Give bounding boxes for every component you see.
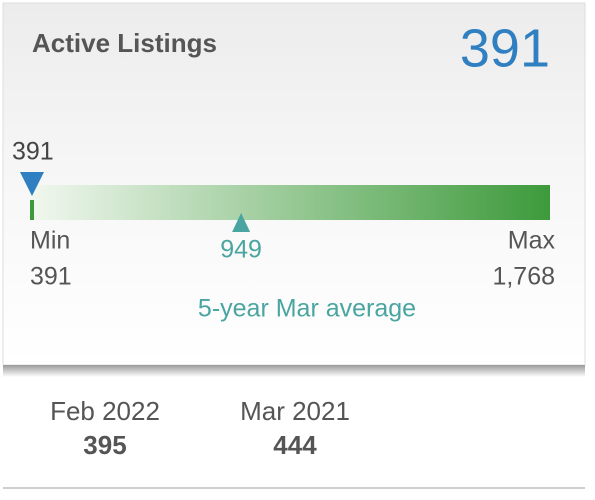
card <box>2 2 586 366</box>
max-label: Max <box>508 227 556 255</box>
card-value: 391 <box>460 18 550 78</box>
comparison-label: Feb 2022 <box>50 396 160 426</box>
current-marker <box>20 172 44 196</box>
card-shadow <box>3 365 585 377</box>
card-title: Active Listings <box>32 28 217 58</box>
average-marker <box>232 213 251 232</box>
min-label: Min <box>30 227 70 255</box>
current-label: 391 <box>12 138 54 166</box>
comparison-value: 444 <box>273 430 317 460</box>
comparison-value: 395 <box>83 430 126 460</box>
average-label: 949 <box>220 236 262 264</box>
average-caption: 5-year Mar average <box>198 295 416 323</box>
gauge-bar <box>30 185 550 220</box>
comparison-label: Mar 2021 <box>240 396 350 426</box>
gauge-min-tick <box>30 200 34 220</box>
max-value: 1,768 <box>492 263 555 291</box>
min-value: 391 <box>30 263 72 291</box>
